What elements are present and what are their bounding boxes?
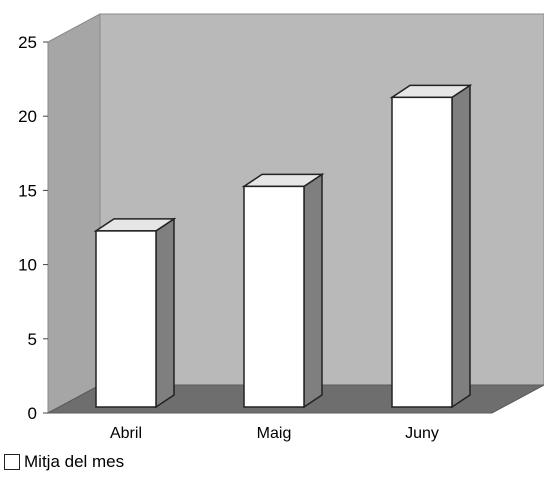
- bar: [93, 217, 177, 409]
- x-axis-ticks: Abril Maig Juny: [110, 425, 439, 442]
- y-tick-label: 10: [18, 256, 37, 275]
- legend-label: Mitja del mes: [24, 452, 125, 471]
- bars: [93, 83, 473, 409]
- y-tick-label: 0: [28, 404, 37, 423]
- side-wall: [47, 13, 101, 414]
- bar-front: [95, 230, 157, 408]
- legend-swatch: [4, 454, 20, 470]
- bar-side: [155, 217, 175, 409]
- bar-side: [451, 83, 471, 409]
- bar-front: [391, 96, 453, 408]
- bar-front: [243, 185, 305, 408]
- y-tick-label: 15: [18, 181, 37, 200]
- bar: [389, 83, 473, 409]
- x-tick-label: Abril: [110, 425, 142, 442]
- y-tick-label: 25: [18, 33, 37, 52]
- x-tick-label: Maig: [257, 425, 292, 442]
- x-tick-label: Juny: [405, 425, 439, 442]
- y-tick-label: 5: [28, 330, 37, 349]
- legend: Mitja del mes: [4, 452, 124, 472]
- bar-side: [303, 172, 323, 409]
- y-tick-label: 20: [18, 107, 37, 126]
- y-axis-ticks: 0 5 10 15 20 25: [18, 33, 48, 423]
- bar: [241, 172, 325, 409]
